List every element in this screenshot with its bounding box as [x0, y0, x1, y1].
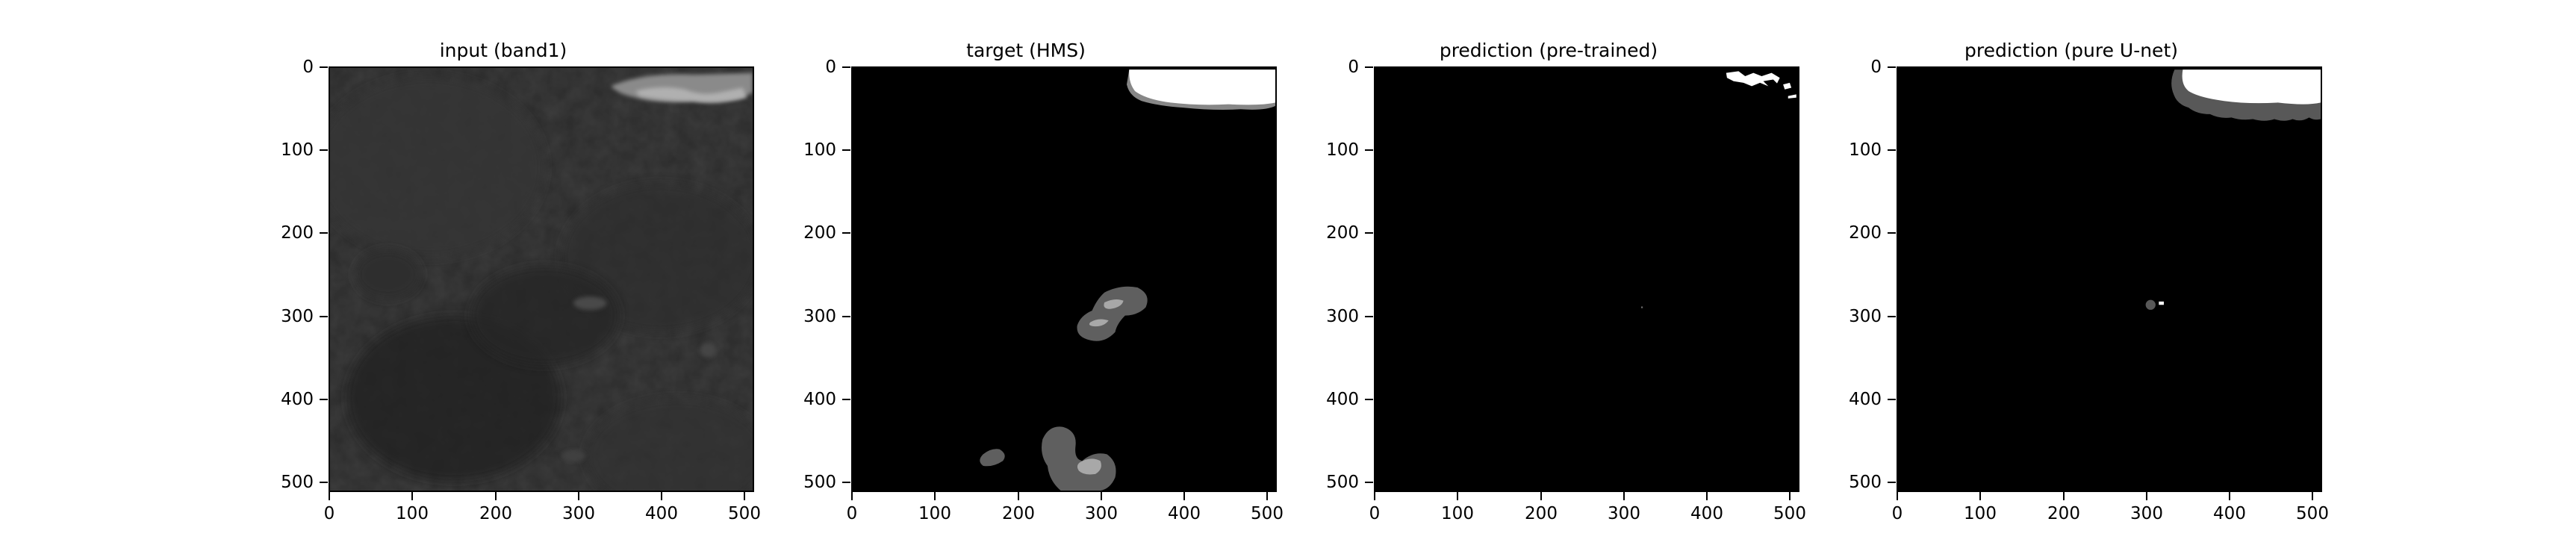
panel-title: prediction (pre-trained)	[1439, 40, 1658, 61]
panel-input: input (band1)	[242, 0, 765, 560]
panel-prediction-pretrained: prediction (pre-trained) 0 100 200 300 4…	[1287, 0, 1810, 560]
image-target-hms	[851, 66, 1277, 492]
panel-title: prediction (pure U-net)	[1964, 40, 2178, 61]
panel-target: target (HMS) 0 100 200 300 400 500 0 100…	[765, 0, 1287, 560]
panel-title: target (HMS)	[966, 40, 1086, 61]
panel-prediction-pure-unet: prediction (pure U-net) 0 100 200 300 40…	[1810, 0, 2333, 560]
image-prediction-pretrained	[1374, 66, 1799, 492]
panel-title: input (band1)	[439, 40, 567, 61]
image-input-band1	[329, 66, 754, 492]
image-prediction-pure-unet	[1897, 66, 2322, 492]
